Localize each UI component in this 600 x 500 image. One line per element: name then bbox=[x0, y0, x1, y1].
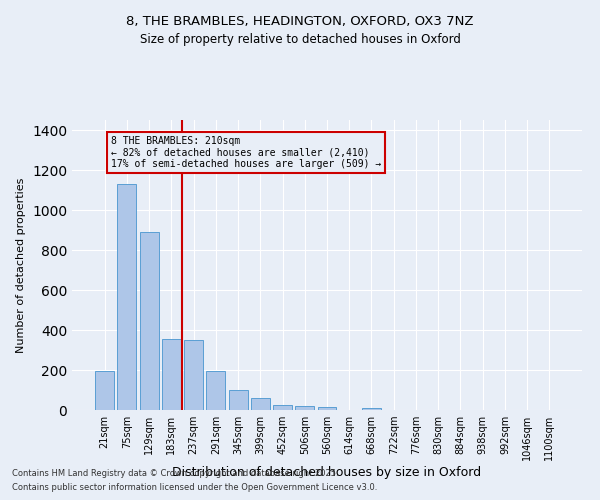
Bar bbox=[251, 398, 270, 410]
X-axis label: Distribution of detached houses by size in Oxford: Distribution of detached houses by size … bbox=[172, 466, 482, 478]
Text: Contains HM Land Registry data © Crown copyright and database right 2025.: Contains HM Land Registry data © Crown c… bbox=[12, 468, 338, 477]
Bar bbox=[140, 232, 158, 410]
Bar bbox=[295, 406, 314, 410]
Bar bbox=[95, 371, 114, 410]
Bar bbox=[362, 408, 381, 410]
Bar bbox=[229, 390, 248, 410]
Text: 8, THE BRAMBLES, HEADINGTON, OXFORD, OX3 7NZ: 8, THE BRAMBLES, HEADINGTON, OXFORD, OX3… bbox=[126, 15, 474, 28]
Y-axis label: Number of detached properties: Number of detached properties bbox=[16, 178, 26, 352]
Bar bbox=[317, 408, 337, 410]
Bar bbox=[118, 184, 136, 410]
Text: Contains public sector information licensed under the Open Government Licence v3: Contains public sector information licen… bbox=[12, 484, 377, 492]
Text: 8 THE BRAMBLES: 210sqm
← 82% of detached houses are smaller (2,410)
17% of semi-: 8 THE BRAMBLES: 210sqm ← 82% of detached… bbox=[112, 136, 382, 169]
Bar bbox=[162, 339, 181, 410]
Text: Size of property relative to detached houses in Oxford: Size of property relative to detached ho… bbox=[140, 32, 460, 46]
Bar bbox=[273, 405, 292, 410]
Bar bbox=[206, 371, 225, 410]
Bar bbox=[184, 340, 203, 410]
